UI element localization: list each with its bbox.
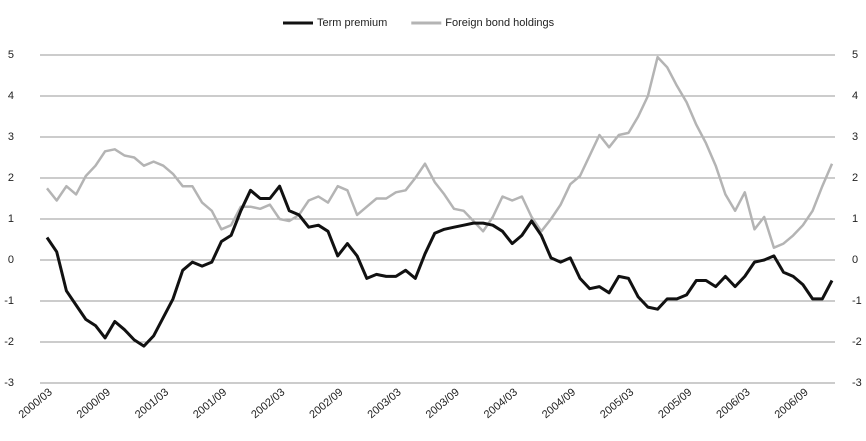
x-tick-label: 2001/03 [133, 386, 171, 421]
legend-label: Term premium [317, 17, 387, 29]
x-tick-label: 2006/03 [714, 386, 752, 421]
x-tick-label: 2002/03 [249, 386, 287, 421]
series-line [46, 55, 834, 249]
x-tick-label: 2003/09 [424, 386, 462, 421]
y-tick-label: -3 [4, 377, 14, 389]
x-tick-label: 2003/03 [366, 386, 404, 421]
y2-tick-label: -2 [852, 336, 862, 348]
x-tick-label: 2004/09 [540, 386, 578, 421]
x-tick-label: 2000/03 [17, 386, 55, 421]
x-tick-label: 2005/09 [656, 386, 694, 421]
y2-tick-label: 4 [852, 90, 858, 102]
x-tick-label: 2000/09 [75, 386, 113, 421]
y2-tick-label: -1 [852, 295, 862, 307]
y-tick-label: 5 [8, 49, 14, 61]
x-tick-label: 2006/09 [773, 386, 811, 421]
y2-tick-label: 3 [852, 131, 858, 143]
y-tick-label: 3 [8, 131, 14, 143]
series-line [45, 184, 834, 348]
y-tick-label: 2 [8, 172, 14, 184]
y2-tick-label: 2 [852, 172, 858, 184]
y2-tick-label: 5 [852, 49, 858, 61]
y-tick-label: 1 [8, 213, 14, 225]
x-tick-label: 2002/09 [307, 386, 345, 421]
y-tick-label: -1 [4, 295, 14, 307]
y-tick-label: 0 [8, 254, 14, 266]
x-tick-label: 2001/09 [191, 386, 229, 421]
y2-tick-label: 0 [852, 254, 858, 266]
y-tick-label: 4 [8, 90, 14, 102]
y2-tick-label: 1 [852, 213, 858, 225]
legend-label: Foreign bond holdings [445, 17, 554, 29]
x-tick-label: 2004/03 [482, 386, 520, 421]
y2-tick-label: -3 [852, 377, 862, 389]
x-tick-label: 2005/03 [598, 386, 636, 421]
y-tick-label: -2 [4, 336, 14, 348]
